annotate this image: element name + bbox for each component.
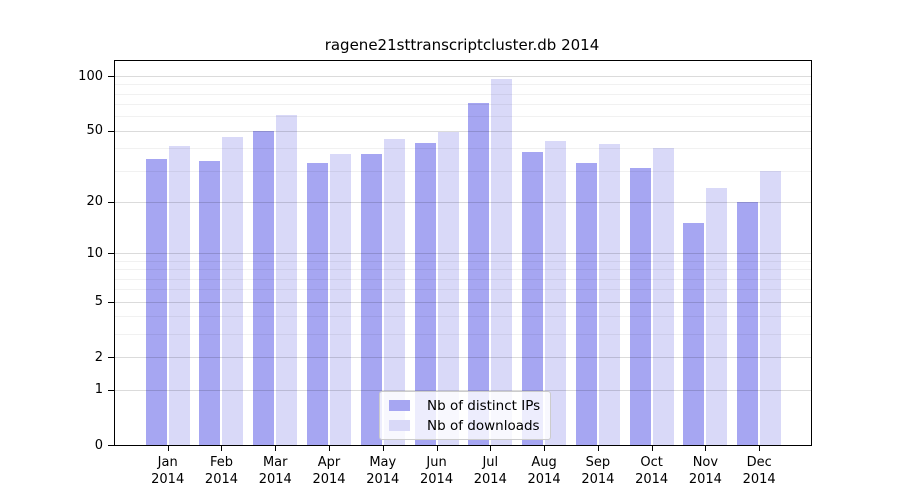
y-tick (108, 389, 114, 391)
gridline-minor (115, 104, 811, 106)
bar-downloads (222, 137, 244, 445)
gridline-minor (115, 278, 811, 280)
x-tick (490, 446, 492, 451)
x-tick (705, 446, 707, 451)
legend-item-distinct-ips: Nb of distinct IPs (387, 397, 540, 414)
x-tick-label: Oct 2014 (635, 455, 669, 487)
x-tick-label: Mar 2014 (258, 455, 292, 487)
bar-distinct-ips (683, 223, 705, 445)
bar-distinct-ips (145, 158, 167, 445)
y-tick (108, 301, 114, 303)
bar-downloads (652, 148, 674, 445)
bar-downloads (598, 144, 620, 445)
bars-layer (115, 61, 811, 445)
gridline-minor (115, 148, 811, 150)
gridline-major (115, 301, 811, 303)
gridline-minor (115, 289, 811, 291)
y-tick-label: 5 (94, 294, 103, 310)
bar-downloads (276, 115, 298, 445)
gridline-major (115, 357, 811, 359)
x-tick-label: Aug 2014 (527, 455, 561, 487)
x-tick (167, 446, 169, 451)
bar-distinct-ips (629, 167, 651, 445)
bar-distinct-ips (253, 130, 275, 445)
y-tick-label: 0 (94, 437, 103, 453)
x-tick (436, 446, 438, 451)
y-tick-label: 10 (86, 245, 103, 261)
gridline-minor (115, 269, 811, 271)
y-tick (108, 76, 114, 78)
chart-title: ragene21sttranscriptcluster.db 2014 (324, 36, 600, 54)
legend-label-downloads: Nb of downloads (427, 417, 540, 434)
y-tick (108, 253, 114, 255)
gridline-major (115, 253, 811, 255)
gridline-major (115, 130, 811, 132)
bar-downloads (760, 170, 782, 445)
legend-item-downloads: Nb of downloads (387, 417, 540, 434)
x-tick (651, 446, 653, 451)
gridline-minor (115, 84, 811, 86)
y-tick-label: 2 (94, 349, 103, 365)
gridline-minor (115, 334, 811, 336)
bar-distinct-ips (737, 201, 759, 445)
x-tick-label: Apr 2014 (312, 455, 346, 487)
x-tick-label: Dec 2014 (742, 455, 776, 487)
y-tick (108, 130, 114, 132)
legend-swatch-distinct-ips (389, 400, 410, 411)
y-tick (108, 445, 114, 446)
x-tick (275, 446, 277, 451)
x-tick (759, 446, 761, 451)
y-tick-label: 50 (86, 123, 103, 139)
y-tick (108, 357, 114, 359)
gridlines-layer (115, 61, 811, 445)
plot-area: 0 1 2 5 10 20 50 100 Jan 2014 Feb 2014 Mar 2014 Ap… (78, 60, 812, 487)
x-tick (597, 446, 599, 451)
gridline-major (115, 201, 811, 203)
gridline-minor (115, 93, 811, 95)
bar-distinct-ips (307, 163, 328, 445)
gridline-major (115, 76, 811, 78)
y-tick-label: 1 (94, 382, 103, 398)
gridline-minor (115, 316, 811, 318)
gridline-minor (115, 116, 811, 118)
x-axis: Jan 2014 Feb 2014 Mar 2014 Apr 2014 May 2014… (115, 61, 811, 487)
legend-swatch-downloads (389, 420, 410, 431)
bar-distinct-ips (575, 163, 597, 445)
legend-label-distinct-ips: Nb of distinct IPs (427, 397, 541, 414)
bar-downloads (706, 187, 728, 445)
bar-downloads (330, 154, 351, 445)
bar-distinct-ips (199, 160, 221, 445)
x-tick (382, 446, 384, 451)
x-tick-label: Nov 2014 (688, 455, 722, 487)
gridline-minor (115, 170, 811, 172)
bar-downloads (168, 146, 190, 445)
y-tick-label: 20 (86, 194, 103, 210)
x-tick (221, 446, 223, 451)
bar-downloads (491, 78, 513, 445)
x-tick (544, 446, 546, 451)
x-tick-label: Sep 2014 (581, 455, 615, 487)
x-tick-label: Jul 2014 (473, 455, 507, 487)
x-tick (329, 446, 330, 451)
x-tick-label: Jun 2014 (420, 455, 454, 487)
y-axis: 0 1 2 5 10 20 50 100 (78, 61, 811, 453)
y-tick-label: 100 (78, 68, 103, 84)
legend: Nb of distinct IPs Nb of downloads (379, 391, 552, 440)
gridline-minor (115, 260, 811, 262)
x-tick-label: Feb 2014 (204, 455, 239, 487)
y-tick (108, 201, 114, 203)
x-tick-label: May 2014 (366, 455, 400, 487)
x-tick-label: Jan 2014 (151, 455, 185, 487)
